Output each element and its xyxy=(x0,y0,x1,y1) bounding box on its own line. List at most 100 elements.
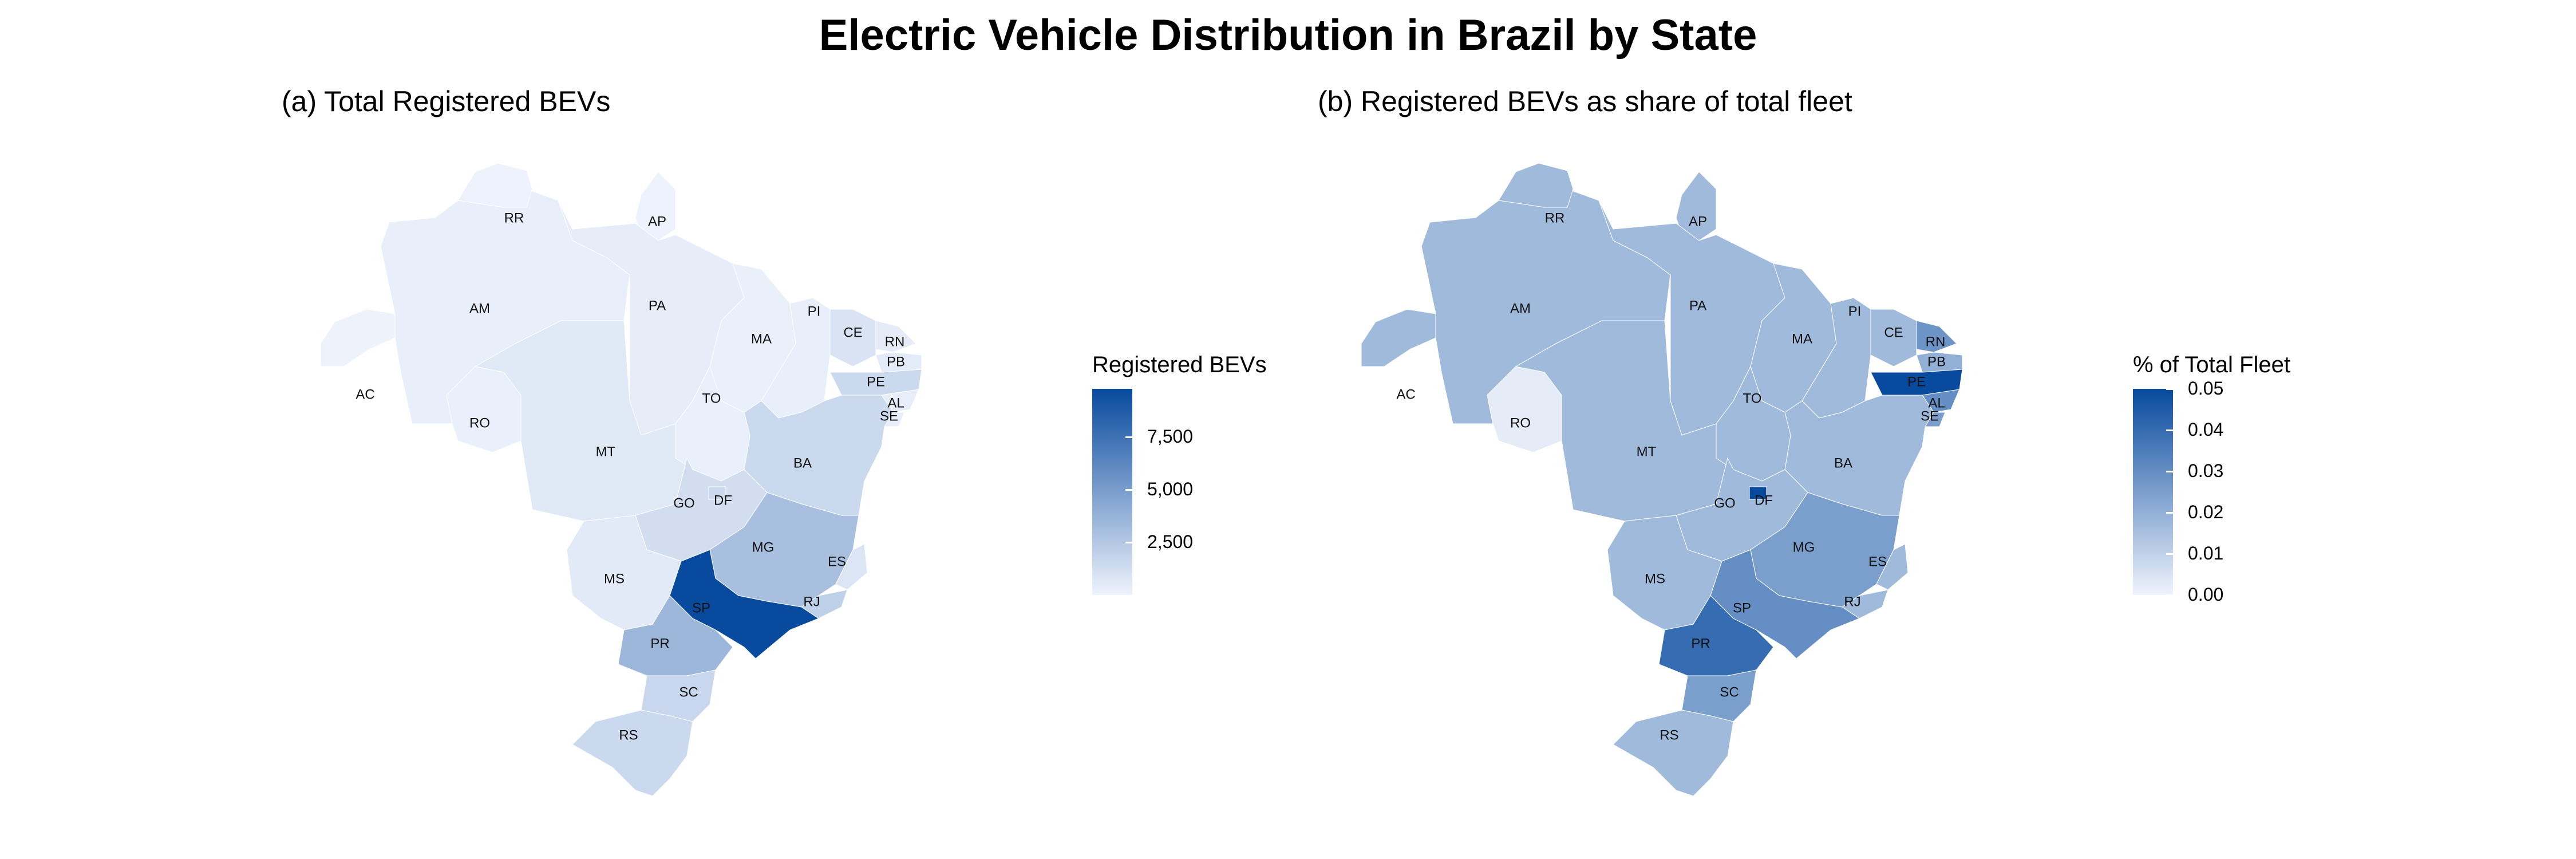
state-label-al: AL xyxy=(1928,395,1945,411)
state-label-ma: MA xyxy=(1792,331,1812,346)
state-label-sp: SP xyxy=(1733,600,1751,616)
state-label-se: SE xyxy=(880,408,898,424)
state-label-pa: PA xyxy=(1689,298,1706,313)
state-label-sc: SC xyxy=(679,684,698,700)
legend-tick-label: 0.01 xyxy=(2188,543,2224,564)
legend-tick-label: 0.03 xyxy=(2188,460,2224,481)
state-label-rs: RS xyxy=(619,727,638,743)
state-label-go: GO xyxy=(673,495,694,511)
legend-tick-mark xyxy=(2166,471,2173,472)
state-label-al: AL xyxy=(887,395,904,411)
state-label-ba: BA xyxy=(1834,455,1852,471)
state-ac xyxy=(1361,309,1436,367)
legend-tick-label: 5,000 xyxy=(1147,479,1194,500)
state-label-ap: AP xyxy=(1689,214,1707,229)
state-label-ro: RO xyxy=(469,415,490,431)
state-label-rn: RN xyxy=(885,334,905,349)
state-label-pi: PI xyxy=(808,304,821,319)
legend-tick-mark xyxy=(1125,436,1132,439)
legend-title: % of Total Fleet xyxy=(2133,352,2290,377)
state-label-go: GO xyxy=(1714,495,1735,511)
state-df xyxy=(1749,486,1767,500)
state-label-ma: MA xyxy=(751,331,772,346)
state-pb xyxy=(1916,352,1963,373)
state-label-ce: CE xyxy=(843,325,862,340)
state-label-ap: AP xyxy=(648,214,666,229)
state-label-rs: RS xyxy=(1660,727,1678,743)
legend-colorbar xyxy=(2133,389,2173,595)
legend-tick-label: 7,500 xyxy=(1147,426,1194,447)
state-label-rj: RJ xyxy=(1844,594,1860,609)
state-label-ms: MS xyxy=(1645,571,1665,586)
state-label-ac: AC xyxy=(355,387,374,402)
legend-tick-mark xyxy=(2166,594,2173,596)
state-label-es: ES xyxy=(828,554,846,569)
state-label-df: DF xyxy=(1755,492,1773,508)
state-label-mt: MT xyxy=(1637,444,1657,459)
legend-tick-label: 0.05 xyxy=(2188,378,2224,399)
legend-colorbar xyxy=(1092,389,1132,595)
state-label-rr: RR xyxy=(1545,210,1565,226)
state-label-sp: SP xyxy=(692,600,710,616)
state-label-mg: MG xyxy=(752,539,775,555)
state-label-to: TO xyxy=(702,391,721,406)
state-rn xyxy=(1916,320,1957,353)
state-es xyxy=(835,543,868,590)
state-sp xyxy=(1710,549,1860,659)
state-sp xyxy=(669,549,820,659)
state-rs xyxy=(1613,710,1734,797)
state-label-pb: PB xyxy=(887,354,905,369)
state-label-ac: AC xyxy=(1396,387,1415,402)
panel-title-total-bevs: (a) Total Registered BEVs xyxy=(282,85,611,117)
legend-tick-mark xyxy=(2166,388,2173,390)
legend-title: Registered BEVs xyxy=(1092,352,1267,377)
state-label-pb: PB xyxy=(1927,354,1946,369)
legend-tick-mark xyxy=(1125,489,1132,491)
page-title: Electric Vehicle Distribution in Brazil … xyxy=(819,11,1757,60)
legend-tick-mark xyxy=(2166,430,2173,431)
state-label-pe: PE xyxy=(867,374,885,389)
state-label-am: AM xyxy=(469,301,490,316)
state-label-pe: PE xyxy=(1907,374,1926,389)
state-pb xyxy=(875,352,922,373)
state-label-ms: MS xyxy=(604,571,625,586)
state-label-df: DF xyxy=(714,492,732,508)
state-label-ce: CE xyxy=(1884,325,1903,340)
state-rr xyxy=(1498,163,1574,208)
state-label-rr: RR xyxy=(504,210,524,226)
state-rs xyxy=(572,710,693,797)
state-label-es: ES xyxy=(1868,554,1887,569)
state-rr xyxy=(457,163,533,208)
state-label-am: AM xyxy=(1510,301,1531,316)
legend-tick-mark xyxy=(1125,542,1132,544)
state-label-mt: MT xyxy=(596,444,616,459)
state-label-ro: RO xyxy=(1510,415,1531,431)
state-pr xyxy=(618,595,733,676)
legend-share-of-fleet: % of Total Fleet 0.05 0.04 0.03 0.02 0.01 0.0… xyxy=(2133,352,2290,605)
state-label-rj: RJ xyxy=(803,594,820,609)
state-label-pa: PA xyxy=(649,298,666,313)
state-label-pr: PR xyxy=(650,636,669,651)
legend-tick-label: 2,500 xyxy=(1147,531,1194,553)
legend-tick-label: 0.04 xyxy=(2188,419,2224,440)
legend-tick-label: 0.02 xyxy=(2188,502,2224,522)
legend-registered-bevs: Registered BEVs 7,500 5,000 2,500 xyxy=(1092,352,1267,595)
state-label-to: TO xyxy=(1743,391,1762,406)
state-label-mg: MG xyxy=(1793,539,1815,555)
state-label-rn: RN xyxy=(1926,334,1946,349)
state-label-pr: PR xyxy=(1691,636,1710,651)
state-pr xyxy=(1658,595,1774,676)
legend-tick-mark xyxy=(2166,553,2173,555)
state-df xyxy=(708,486,726,500)
legend-tick-mark xyxy=(2166,512,2173,514)
state-label-se: SE xyxy=(1921,408,1939,424)
state-label-ba: BA xyxy=(793,455,812,471)
state-es xyxy=(1876,543,1909,590)
state-label-pi: PI xyxy=(1848,304,1862,319)
legend-tick-label: 0.00 xyxy=(2188,584,2224,605)
panel-title-share-of-fleet: (b) Registered BEVs as share of total fl… xyxy=(1318,85,1852,117)
